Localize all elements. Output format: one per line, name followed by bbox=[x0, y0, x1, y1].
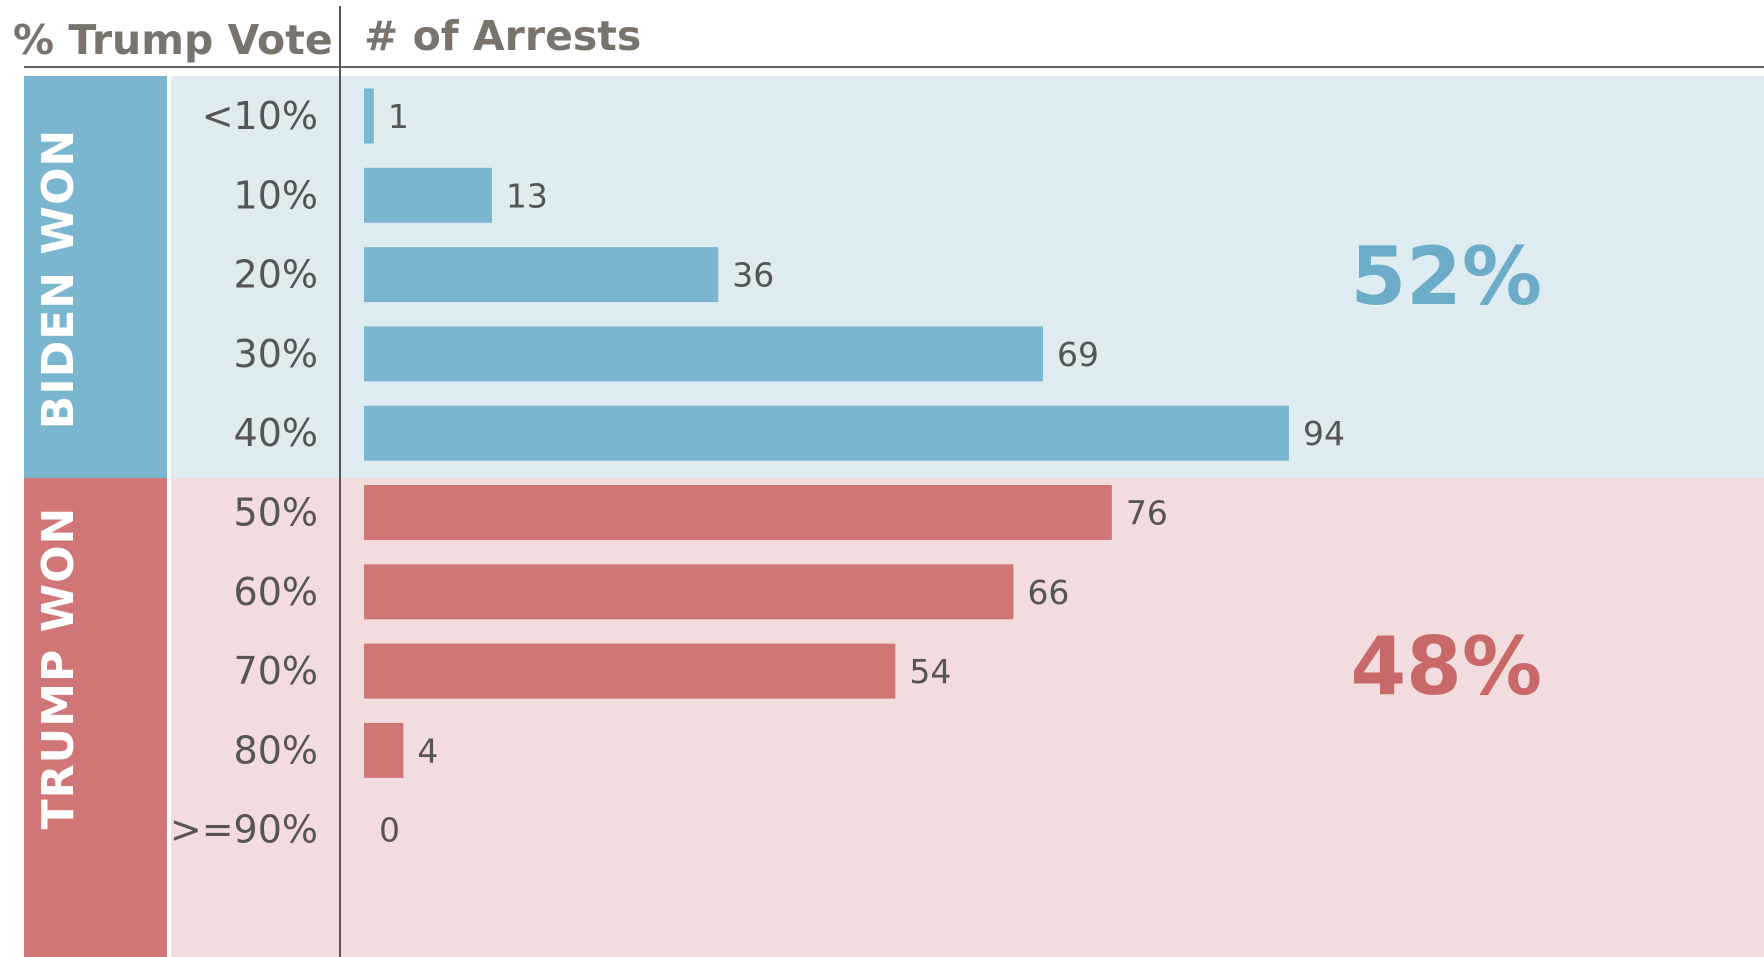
trump-won-share: 48% bbox=[1351, 620, 1542, 713]
trump-won-label: TRUMP WON bbox=[33, 507, 84, 830]
category-label-80: 80% bbox=[234, 728, 318, 772]
value-label-30: 69 bbox=[1057, 335, 1099, 374]
value-label-80: 4 bbox=[417, 731, 438, 770]
bar-50 bbox=[364, 485, 1112, 540]
category-label-50: 50% bbox=[234, 491, 318, 535]
category-label-40: 40% bbox=[234, 411, 318, 455]
bar-80 bbox=[364, 722, 404, 778]
value-label-60: 66 bbox=[1027, 573, 1069, 612]
category-label-10: 10% bbox=[234, 173, 318, 217]
value-header: # of Arrests bbox=[364, 12, 641, 60]
category-label-30: 30% bbox=[234, 332, 318, 376]
trump-won-background bbox=[24, 478, 1764, 957]
row-header: % Trump Vote bbox=[13, 16, 333, 64]
bar-10 bbox=[364, 88, 374, 144]
bar-series: <10% 1 10% 13 20% 36 30% 69 40% 94 50% 76 60% 66 70% 54… bbox=[170, 88, 1345, 852]
trump-won-band bbox=[24, 478, 168, 957]
category-label-70: 70% bbox=[234, 649, 318, 693]
value-label-40: 94 bbox=[1303, 414, 1345, 453]
bar-10 bbox=[364, 167, 492, 223]
category-label-90: >=90% bbox=[170, 808, 318, 852]
bar-70 bbox=[364, 643, 896, 699]
bar-20 bbox=[364, 247, 719, 303]
biden-won-share: 52% bbox=[1351, 230, 1542, 323]
value-label-20: 36 bbox=[732, 256, 774, 295]
category-label-60: 60% bbox=[234, 570, 318, 614]
value-label-70: 54 bbox=[909, 652, 951, 691]
bar-40 bbox=[364, 405, 1289, 461]
category-label-20: 20% bbox=[234, 253, 318, 297]
biden-won-band bbox=[24, 76, 167, 478]
biden-won-label: BIDEN WON bbox=[33, 129, 84, 429]
bar-60 bbox=[364, 564, 1014, 620]
category-label-10: <10% bbox=[202, 94, 318, 138]
value-label-10: 13 bbox=[506, 176, 548, 215]
value-label-50: 76 bbox=[1126, 494, 1168, 533]
bar-30 bbox=[364, 326, 1043, 382]
value-label-90: 0 bbox=[379, 811, 400, 850]
value-label-10: 1 bbox=[388, 97, 409, 136]
